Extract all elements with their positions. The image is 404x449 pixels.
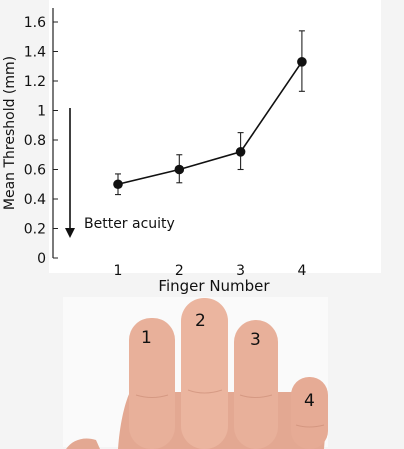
finger-label-4: 4 — [304, 391, 315, 411]
better-acuity-annotation: Better acuity — [84, 216, 175, 232]
finger-creases — [135, 389, 325, 428]
x-tick-label: 3 — [236, 263, 245, 279]
y-axis-label: Mean Threshold (mm) — [2, 56, 18, 210]
plot-background — [49, 0, 381, 273]
y-tick-label: 1.6 — [24, 15, 46, 31]
data-point — [235, 147, 246, 157]
series-mean-threshold — [113, 30, 307, 196]
y-tick-label: 1.4 — [24, 45, 46, 61]
finger-4 — [291, 377, 328, 449]
finger-2 — [181, 298, 228, 449]
data-point — [113, 179, 123, 190]
finger-label-2: 2 — [195, 311, 206, 331]
x-tick-label: 1 — [114, 263, 123, 279]
x-tick-label: 4 — [297, 263, 306, 279]
series-line — [117, 61, 303, 186]
y-tick-label: 0.8 — [24, 133, 46, 149]
x-tick-label: 2 — [175, 263, 184, 279]
y-tick-label: 1.2 — [24, 74, 46, 90]
finger-3 — [234, 320, 278, 449]
y-tick-label: 0.2 — [24, 222, 46, 238]
x-ticks: 1 2 3 4 — [114, 263, 307, 279]
y-tick-label: 1 — [37, 104, 46, 120]
finger-label-1: 1 — [141, 328, 152, 348]
y-tick-label: 0.4 — [24, 192, 46, 208]
y-tick-label: 0 — [37, 251, 46, 267]
data-point — [297, 57, 307, 67]
data-point — [174, 164, 185, 175]
thumb-edge — [66, 438, 100, 449]
finger-label-3: 3 — [250, 330, 261, 350]
y-ticks: 0 0.2 0.4 0.6 0.8 1 1.2 1.4 1.6 — [24, 15, 58, 267]
y-tick-label: 0.6 — [24, 163, 46, 179]
x-axis-label: Finger Number — [158, 277, 270, 295]
hand-photo: 1 2 3 4 — [63, 297, 328, 449]
finger-1 — [129, 318, 175, 449]
better-acuity-arrow — [65, 108, 75, 238]
